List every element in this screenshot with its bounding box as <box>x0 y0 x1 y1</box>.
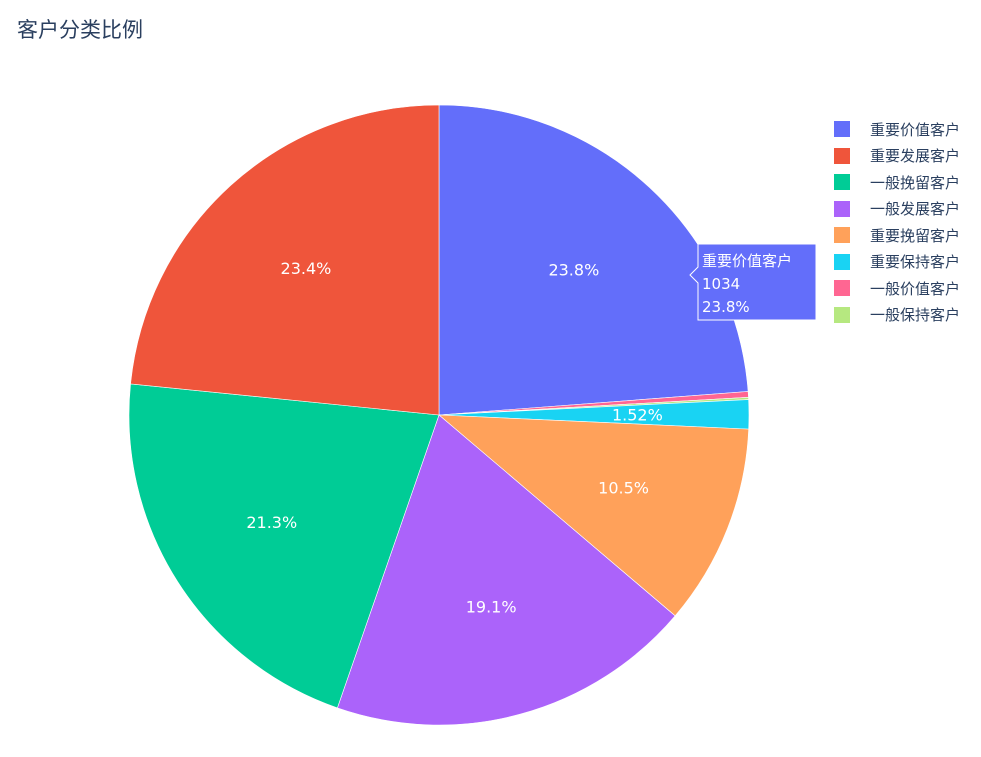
legend-item-6[interactable]: 一般价值客户 <box>834 275 960 302</box>
legend-swatch <box>834 306 850 323</box>
pie-slice-label-6: 21.3% <box>246 513 297 532</box>
pie-slice-label-7: 23.4% <box>281 259 332 278</box>
pie-slice-label-3: 1.52% <box>612 406 663 425</box>
hover-tooltip-value: 1034 <box>702 275 740 293</box>
legend-label: 重要发展客户 <box>870 147 961 166</box>
legend-label: 重要保持客户 <box>870 253 961 272</box>
pie-slice-label-5: 19.1% <box>466 597 517 616</box>
legend-swatch <box>834 200 850 217</box>
legend-item-2[interactable]: 一般挽留客户 <box>834 169 960 196</box>
legend-swatch <box>834 121 850 138</box>
hover-tooltip-background <box>689 243 817 321</box>
legend-label: 重要挽留客户 <box>870 226 961 245</box>
legend-label: 一般发展客户 <box>870 200 961 219</box>
pie-slice-7[interactable] <box>130 104 440 416</box>
legend: 重要价值客户 重要发展客户 一般挽留客户 一般发展客户 重要挽留客户 重要保持客户 一般价值… <box>834 116 960 328</box>
legend-item-4[interactable]: 重要挽留客户 <box>834 222 960 249</box>
pie-slice-label-0: 23.8% <box>548 260 599 279</box>
hover-tooltip-percent: 23.8% <box>702 298 750 316</box>
chart-title: 客户分类比例 <box>17 18 143 42</box>
legend-item-5[interactable]: 重要保持客户 <box>834 249 960 276</box>
legend-swatch <box>834 227 850 244</box>
pie-slice-5[interactable] <box>337 414 676 726</box>
pie-slices <box>128 104 750 726</box>
pie-slice-labels: 23.8% 1.52% 10.5% 19.1% 21.3% 23.4% <box>246 259 662 617</box>
legend-label: 一般挽留客户 <box>870 173 961 192</box>
pie-slice-6[interactable] <box>128 383 440 709</box>
pie-slice-4[interactable] <box>438 414 749 617</box>
legend-label: 一般保持客户 <box>870 306 961 325</box>
legend-swatch <box>834 174 850 191</box>
legend-swatch <box>834 253 850 270</box>
legend-label: 重要价值客户 <box>870 120 961 139</box>
hover-tooltip: 重要价值客户 1034 23.8% <box>689 243 817 321</box>
legend-item-1[interactable]: 重要发展客户 <box>834 143 960 170</box>
pie-slice-0[interactable] <box>438 104 749 416</box>
legend-label: 一般价值客户 <box>870 279 961 298</box>
hover-tooltip-label: 重要价值客户 <box>702 252 792 270</box>
pie-slice-label-4: 10.5% <box>598 479 649 498</box>
legend-swatch <box>834 280 850 297</box>
legend-item-3[interactable]: 一般发展客户 <box>834 196 960 223</box>
legend-item-7[interactable]: 一般保持客户 <box>834 302 960 329</box>
legend-item-0[interactable]: 重要价值客户 <box>834 116 960 143</box>
legend-swatch <box>834 147 850 164</box>
